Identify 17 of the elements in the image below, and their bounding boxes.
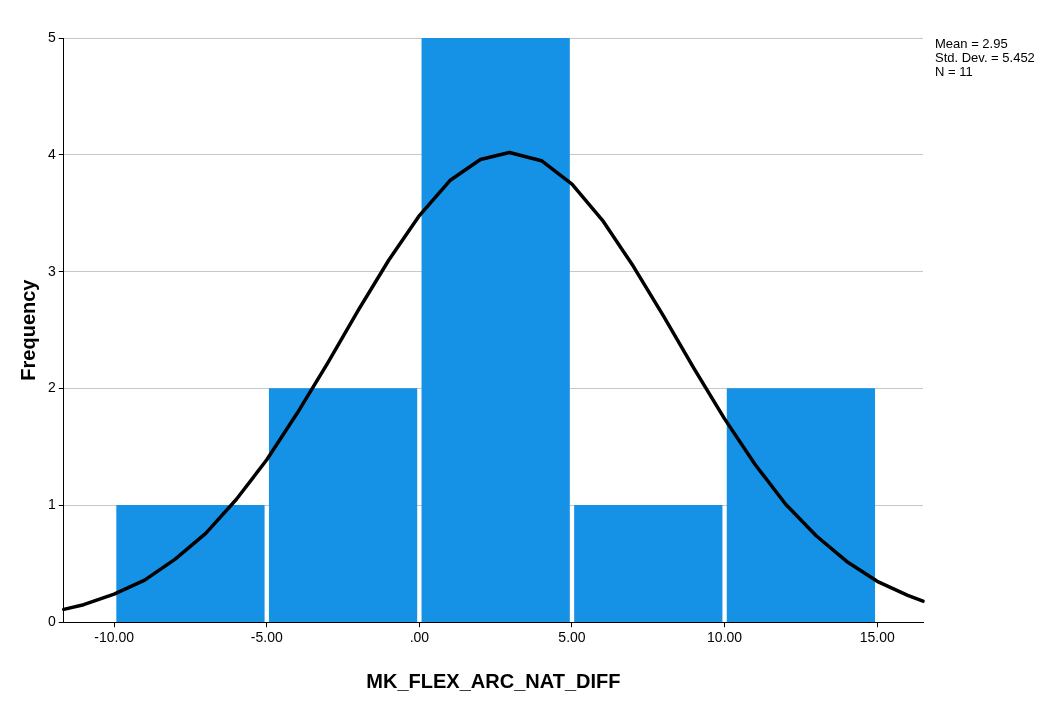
- y-tick-label: 3: [47, 262, 56, 279]
- text: Std. Dev. = 5.452: [935, 50, 1035, 66]
- y-tick-label: 1: [47, 496, 56, 513]
- x-tick-label: -5.00: [250, 629, 283, 646]
- y-tick-label: 2: [47, 379, 56, 396]
- y-axis-title: Frequency: [16, 278, 39, 381]
- x-tick-label: .00: [409, 629, 430, 646]
- text: N = 11: [935, 64, 973, 80]
- x-tick-label: 15.00: [859, 629, 895, 646]
- y-tick-label: 4: [47, 145, 56, 162]
- x-tick-label: 10.00: [707, 629, 743, 646]
- x-tick-label: 5.00: [558, 629, 586, 646]
- text: Mean = 2.95: [935, 36, 1008, 52]
- x-axis-title: MK_FLEX_ARC_NAT_DIFF: [366, 669, 621, 692]
- y-tick-label: 0: [47, 613, 56, 630]
- x-tick-label: -10.00: [94, 629, 135, 646]
- y-tick-label: 5: [47, 28, 56, 45]
